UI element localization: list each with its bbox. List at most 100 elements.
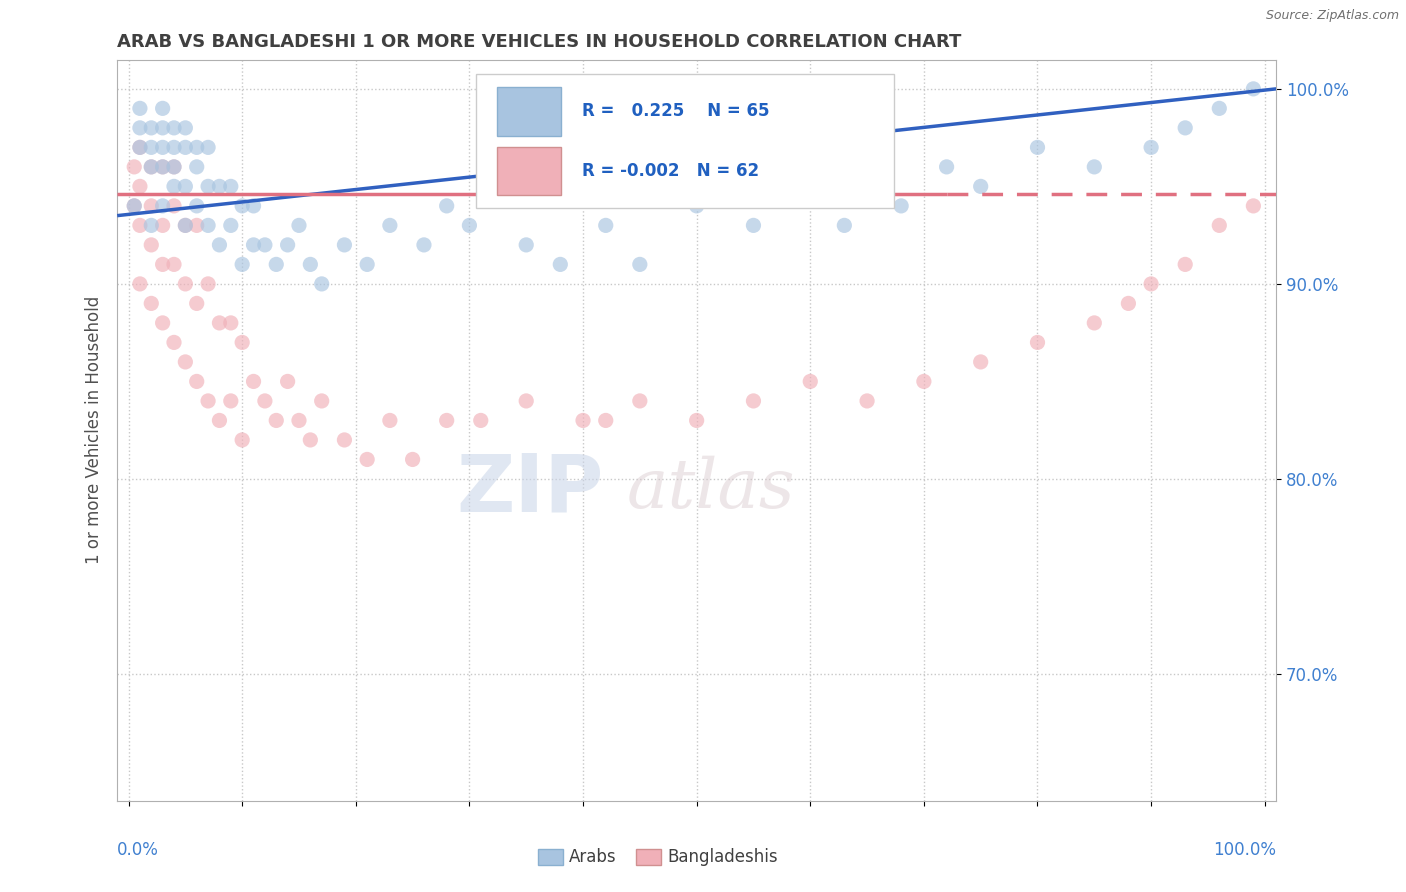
Point [208, 238, 231, 252]
Point [231, 433, 253, 447]
Point [141, 160, 163, 174]
Point [253, 238, 276, 252]
Point [299, 433, 322, 447]
Point [163, 140, 186, 154]
Point [1083, 160, 1105, 174]
Point [231, 199, 253, 213]
Point [163, 179, 186, 194]
Point [1026, 335, 1049, 350]
Point [152, 140, 174, 154]
Point [141, 219, 163, 233]
Point [141, 238, 163, 252]
Point [264, 413, 287, 427]
Point [572, 413, 595, 427]
Point [186, 160, 208, 174]
Text: 0.0%: 0.0% [117, 841, 159, 859]
Point [129, 219, 152, 233]
Point [1208, 219, 1230, 233]
Point [152, 257, 174, 271]
Point [1083, 316, 1105, 330]
Point [436, 413, 458, 427]
Point [163, 160, 186, 174]
Point [470, 413, 492, 427]
Point [174, 120, 197, 135]
Point [515, 393, 537, 408]
Text: R =   0.225    N = 65: R = 0.225 N = 65 [582, 103, 769, 120]
Point [141, 199, 163, 213]
Text: Source: ZipAtlas.com: Source: ZipAtlas.com [1265, 9, 1399, 22]
Point [129, 179, 152, 194]
Point [253, 393, 276, 408]
Point [197, 140, 219, 154]
Point [197, 393, 219, 408]
Point [219, 219, 242, 233]
Point [436, 199, 458, 213]
Point [186, 375, 208, 389]
Point [152, 219, 174, 233]
Point [413, 238, 436, 252]
Point [152, 160, 174, 174]
Point [311, 277, 333, 291]
Point [174, 219, 197, 233]
Point [264, 257, 287, 271]
Point [174, 277, 197, 291]
Point [152, 160, 174, 174]
Point [890, 199, 912, 213]
Point [231, 335, 253, 350]
Point [378, 219, 401, 233]
Point [515, 238, 537, 252]
Point [208, 413, 231, 427]
Point [1118, 296, 1140, 310]
Point [1174, 120, 1197, 135]
Point [186, 140, 208, 154]
Text: ARAB VS BANGLADESHI 1 OR MORE VEHICLES IN HOUSEHOLD CORRELATION CHART: ARAB VS BANGLADESHI 1 OR MORE VEHICLES I… [117, 33, 962, 51]
Point [742, 219, 765, 233]
Text: atlas: atlas [627, 456, 796, 523]
Point [186, 296, 208, 310]
Text: ZIP: ZIP [457, 450, 605, 528]
Point [935, 160, 957, 174]
FancyBboxPatch shape [498, 87, 561, 136]
Point [174, 140, 197, 154]
Point [219, 179, 242, 194]
Point [208, 179, 231, 194]
Point [458, 219, 481, 233]
Point [197, 277, 219, 291]
Point [197, 179, 219, 194]
Point [550, 257, 572, 271]
Point [1241, 199, 1264, 213]
Point [356, 452, 378, 467]
Point [122, 160, 145, 174]
FancyBboxPatch shape [477, 74, 894, 208]
Point [1174, 257, 1197, 271]
Text: R = -0.002   N = 62: R = -0.002 N = 62 [582, 161, 759, 180]
Point [277, 375, 299, 389]
Point [311, 393, 333, 408]
Point [1140, 277, 1163, 291]
Point [174, 219, 197, 233]
Point [1241, 82, 1264, 96]
Point [219, 393, 242, 408]
Point [333, 433, 356, 447]
Point [163, 120, 186, 135]
Point [970, 179, 993, 194]
Point [129, 120, 152, 135]
Point [141, 140, 163, 154]
Point [122, 199, 145, 213]
Point [401, 452, 423, 467]
Point [1208, 101, 1230, 115]
Point [197, 219, 219, 233]
Point [628, 257, 651, 271]
Point [628, 393, 651, 408]
Point [152, 120, 174, 135]
Point [242, 238, 264, 252]
Point [152, 101, 174, 115]
Point [288, 413, 311, 427]
Point [856, 393, 879, 408]
Point [141, 296, 163, 310]
Point [129, 101, 152, 115]
Point [277, 238, 299, 252]
Point [970, 355, 993, 369]
Point [856, 179, 879, 194]
Point [595, 413, 617, 427]
